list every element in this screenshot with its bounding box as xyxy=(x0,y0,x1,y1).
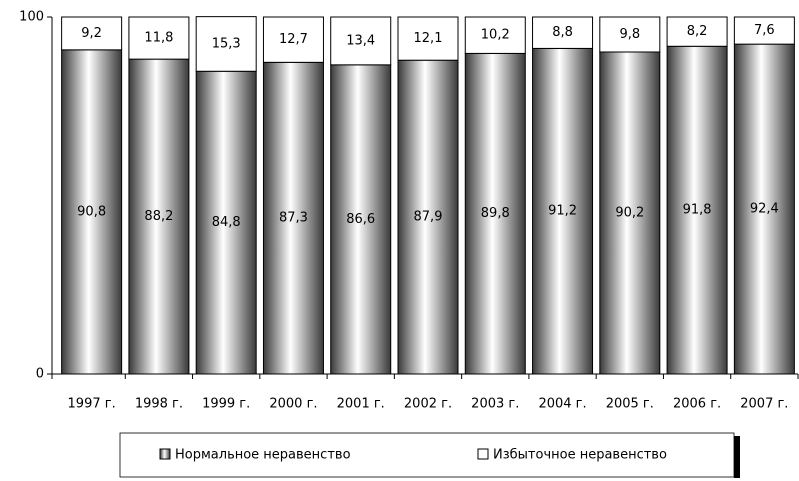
data-label: 91,8 xyxy=(683,203,712,218)
data-label: 12,7 xyxy=(279,32,308,47)
bar-segment xyxy=(397,16,459,61)
bar-segment xyxy=(330,64,392,375)
data-label: 86,6 xyxy=(346,212,375,227)
data-label: 12,1 xyxy=(414,31,443,46)
bar-segment xyxy=(666,45,728,375)
bar-segment xyxy=(666,16,728,47)
data-label: 8,8 xyxy=(552,25,573,40)
bar-segment xyxy=(464,16,526,54)
data-label: 87,3 xyxy=(279,211,308,226)
y-tick-label: 100 xyxy=(19,10,44,25)
data-label: 9,8 xyxy=(619,27,640,42)
x-tick-label: 2006 г. xyxy=(673,397,721,412)
x-tick-label: 2003 г. xyxy=(471,397,519,412)
bar-segment xyxy=(195,16,257,72)
legend-box xyxy=(119,432,735,478)
bar-segment xyxy=(532,16,594,49)
bar-segment xyxy=(61,16,123,51)
data-label: 13,4 xyxy=(346,33,375,48)
data-label: 90,2 xyxy=(615,205,644,220)
data-label: 9,2 xyxy=(81,26,102,41)
bar-segment xyxy=(128,58,190,375)
x-tick-label: 2001 г. xyxy=(337,397,385,412)
bar-segment xyxy=(128,16,190,60)
bar-segment xyxy=(61,49,123,375)
bar-segment xyxy=(464,52,526,375)
data-label: 8,2 xyxy=(687,24,708,39)
x-tick-label: 2000 г. xyxy=(269,397,317,412)
legend-label: Нормальное неравенство xyxy=(175,448,351,463)
data-label: 88,2 xyxy=(144,209,173,224)
data-label: 10,2 xyxy=(481,28,510,43)
bar-segment xyxy=(532,47,594,375)
data-label: 15,3 xyxy=(212,36,241,51)
data-label: 7,6 xyxy=(754,23,775,38)
y-tick-label: 0 xyxy=(36,367,44,382)
x-tick-label: 1998 г. xyxy=(135,397,183,412)
bar-segment xyxy=(330,16,392,66)
legend-shadow xyxy=(734,436,740,478)
x-tick-label: 2002 г. xyxy=(404,397,452,412)
data-label: 84,8 xyxy=(212,215,241,230)
legend-swatch xyxy=(159,448,171,460)
bar-segment xyxy=(599,16,661,53)
legend-label: Избыточное неравенство xyxy=(493,448,667,463)
x-tick-label: 2005 г. xyxy=(606,397,654,412)
x-tick-label: 2004 г. xyxy=(538,397,586,412)
bar-segment xyxy=(262,16,324,63)
x-tick-label: 2007 г. xyxy=(740,397,788,412)
data-label: 91,2 xyxy=(548,204,577,219)
bar-segment xyxy=(195,70,257,375)
legend-swatch xyxy=(477,448,489,460)
data-label: 89,8 xyxy=(481,206,510,221)
bar-segment xyxy=(599,51,661,375)
bar-segment xyxy=(733,43,795,375)
data-label: 11,8 xyxy=(144,31,173,46)
data-label: 90,8 xyxy=(77,204,106,219)
bar-segment xyxy=(262,61,324,375)
data-label: 87,9 xyxy=(414,210,443,225)
bar-segment xyxy=(397,59,459,375)
bar-segment xyxy=(733,16,795,45)
data-label: 92,4 xyxy=(750,202,779,217)
x-tick-label: 1997 г. xyxy=(68,397,116,412)
x-tick-label: 1999 г. xyxy=(202,397,250,412)
